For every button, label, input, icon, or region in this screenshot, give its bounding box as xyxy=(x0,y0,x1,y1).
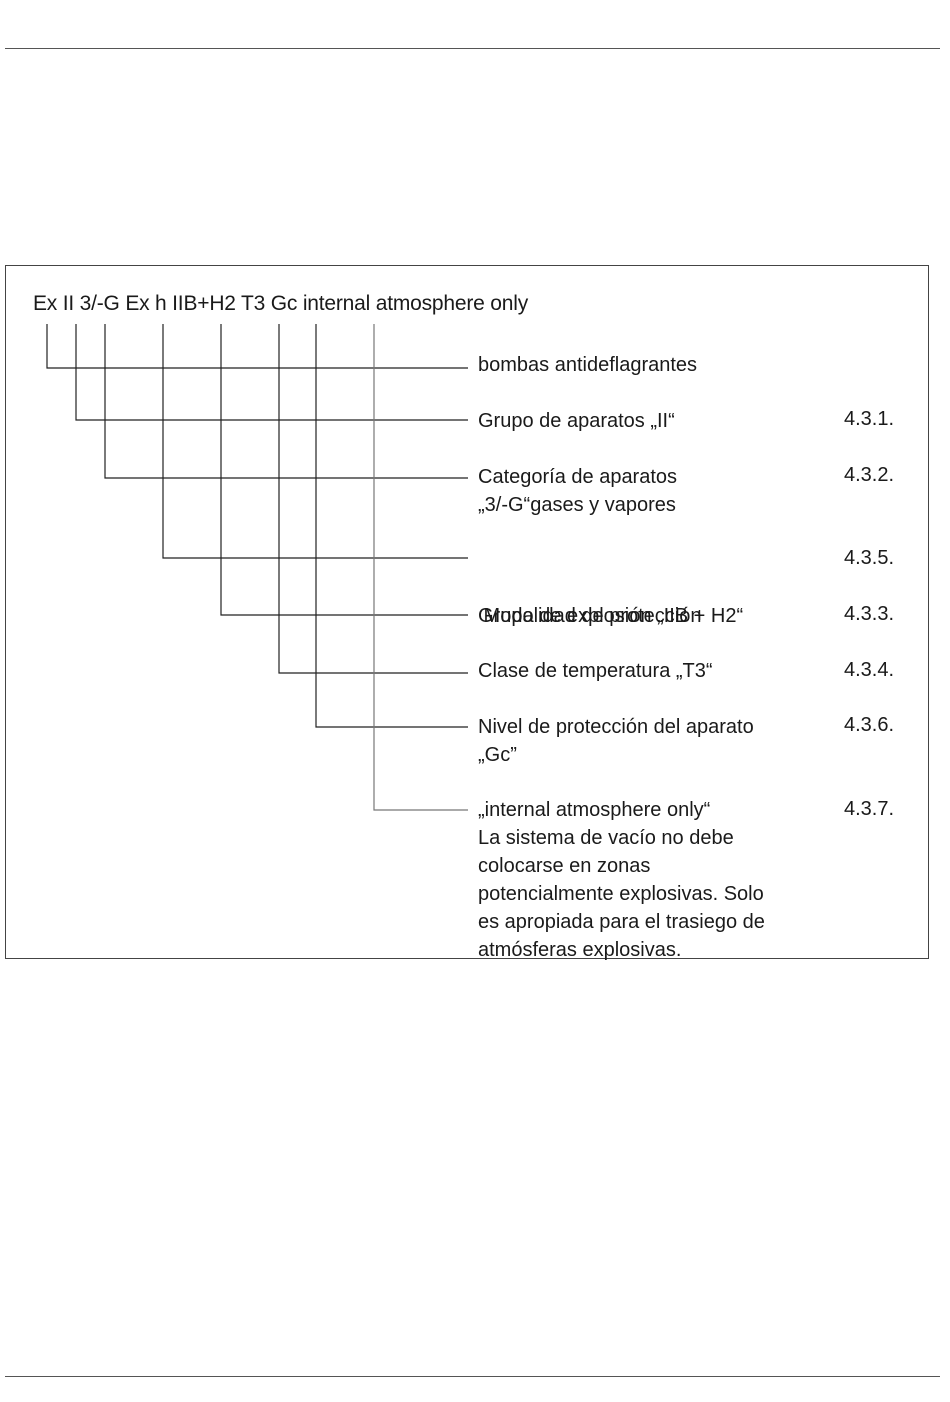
item-label-categoria: Categoría de aparatos „3/-G“gases y vapo… xyxy=(478,463,677,519)
item-label-grupo-aparatos: Grupo de aparatos „II“ xyxy=(478,407,675,435)
item-label-line: Grupo de explosión „IIB + H2“ xyxy=(478,605,744,627)
item-label-line: Grupo de aparatos „II“ xyxy=(478,410,675,432)
item-ref-grupo-aparatos: 4.3.1. xyxy=(844,408,895,430)
item-label-grupo-explosion: Grupo de explosión „IIB + H2“ xyxy=(478,602,743,630)
item-label-line: potencialmente explosivas. Solo xyxy=(478,883,764,905)
item-label-line: Categoría de aparatos xyxy=(478,466,678,488)
item-label-line: „Gc” xyxy=(478,744,517,766)
item-label-line: es apropiada para el trasiego de xyxy=(478,911,765,933)
item-label-line: „3/-G“gases y vapores xyxy=(478,494,676,516)
item-label-bombas: bombas antideflagrantes xyxy=(478,351,697,379)
item-ref-nivel-proteccion: 4.3.6. xyxy=(844,714,895,736)
item-label-line: Clase de temperatura „T3“ xyxy=(478,660,713,682)
item-label-line: atmósferas explosivas. xyxy=(478,939,682,961)
item-label-line: bombas antideflagrantes xyxy=(478,354,698,376)
item-label-line: „internal atmosphere only“ xyxy=(478,799,711,821)
ex-marking-string: Ex II 3/-G Ex h IIB+H2 T3 Gc internal at… xyxy=(33,292,528,315)
item-ref-clase-temperatura: 4.3.4. xyxy=(844,659,895,681)
item-ref-categoria: 4.3.2. xyxy=(844,464,895,486)
item-ref-modalidad: 4.3.5. xyxy=(844,547,895,569)
item-label-line: colocarse en zonas xyxy=(478,855,651,877)
item-label-nivel-proteccion: Nivel de protección del aparato „Gc” xyxy=(478,713,754,769)
marking-diagram-frame xyxy=(5,265,929,959)
item-label-line: Nivel de protección del aparato xyxy=(478,716,754,738)
item-ref-grupo-explosion: 4.3.3. xyxy=(844,603,895,625)
item-label-modalidad: Modalidad de protección xyxy=(478,546,702,658)
footer-rule xyxy=(5,1376,940,1377)
item-label-internal-atmosphere: „internal atmosphere only“ La sistema de… xyxy=(478,796,765,964)
item-label-clase-temperatura: Clase de temperatura „T3“ xyxy=(478,657,713,685)
header-rule xyxy=(5,48,940,49)
item-label-line: Modalidad de protección xyxy=(478,605,702,627)
item-ref-internal-atmosphere: 4.3.7. xyxy=(844,798,895,820)
item-label-line: La sistema de vacío no debe xyxy=(478,827,734,849)
